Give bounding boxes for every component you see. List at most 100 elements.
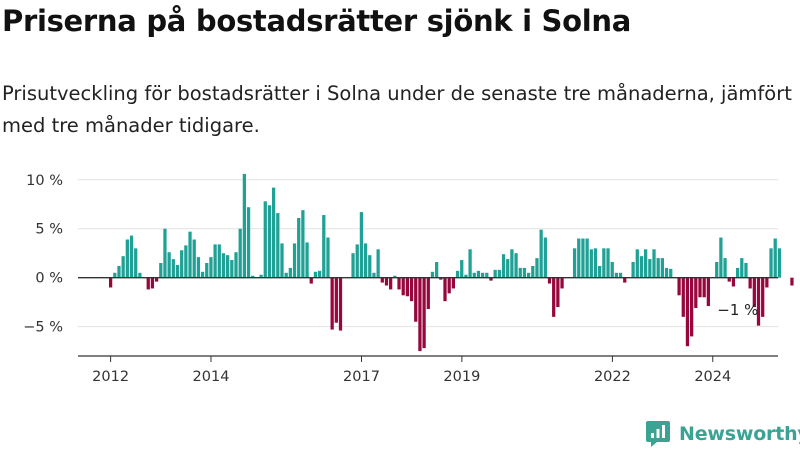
bar [138,272,142,278]
bar [409,277,414,302]
bar [401,277,405,296]
bar [292,243,297,278]
bar [748,277,752,289]
bar [280,243,284,278]
axes [78,277,778,362]
bar [790,277,794,286]
bar [752,277,756,308]
bar [422,277,426,349]
bar [648,259,652,278]
x-tick-label: 2012 [92,369,129,385]
bar [125,239,129,278]
bar [297,217,301,278]
bar [159,263,163,278]
bar [489,277,493,281]
bar [526,272,531,278]
bar [313,271,318,278]
bar [735,267,740,278]
bar [593,248,598,278]
bar [246,207,251,278]
bar [531,265,535,278]
y-tick-label: 5 % [35,222,63,238]
bar [460,260,464,278]
bars [108,173,794,352]
bar [175,264,180,278]
bar [514,253,518,278]
bar [506,259,510,278]
bar [631,262,635,278]
bar [146,277,150,290]
bar [635,249,639,278]
bar [547,277,552,284]
bar [572,248,577,278]
brand-logo[interactable]: Newsworthy [645,420,800,448]
bar [338,277,343,331]
chart-subtitle: Prisutveckling för bostadsrätter i Solna… [2,82,792,137]
bar [129,235,134,278]
bar [777,248,782,278]
newsworthy-logo-icon [646,421,670,447]
bar [727,277,731,282]
annotation-label: −1 % [717,301,758,319]
bar [585,238,589,278]
x-tick-label: 2014 [193,369,230,385]
bar [226,255,230,278]
bar [652,249,656,278]
bar [556,277,560,308]
brand-name: Newsworthy [679,423,800,445]
bar [702,277,706,298]
bar [351,253,355,278]
bar [773,238,777,278]
bar [267,205,272,278]
bar [167,252,171,278]
bar [384,277,389,286]
bar [623,277,627,283]
bar [405,277,410,297]
bar [535,258,539,278]
bar [200,271,205,278]
y-tick-label: −5 % [23,320,63,336]
bar [715,262,719,278]
bar [163,228,167,278]
bar [426,277,430,310]
bar [455,270,460,278]
bar [694,277,698,309]
bar [690,277,694,337]
bar [184,245,188,278]
bar [284,272,288,278]
bar [134,248,138,278]
bar [497,269,501,278]
bar [510,249,514,278]
bar [598,265,602,278]
bar [518,267,522,278]
bar [577,238,581,278]
bar [681,277,685,317]
bar [501,254,506,278]
bar [610,262,614,278]
bar [468,249,472,278]
bar [614,272,619,278]
bar [677,277,681,296]
bar [761,277,765,317]
bar [430,271,435,278]
x-tick-label: 2024 [694,369,731,385]
bar [447,277,451,294]
bar [723,258,727,278]
bar [685,277,690,347]
bar [731,277,736,287]
y-tick-label: 10 % [26,173,63,189]
bar [472,272,476,278]
bar [376,249,380,278]
bar [719,237,723,278]
bar [317,270,322,278]
bar [393,275,397,278]
bar [464,274,468,278]
x-tick-label: 2022 [594,369,631,385]
chart-title: Priserna på bostadsrätter sjönk i Solna [2,4,631,38]
bar [272,187,276,278]
bar [209,257,213,278]
bar [439,277,443,280]
bar [706,277,710,307]
bar [113,272,117,278]
bar [606,248,610,278]
